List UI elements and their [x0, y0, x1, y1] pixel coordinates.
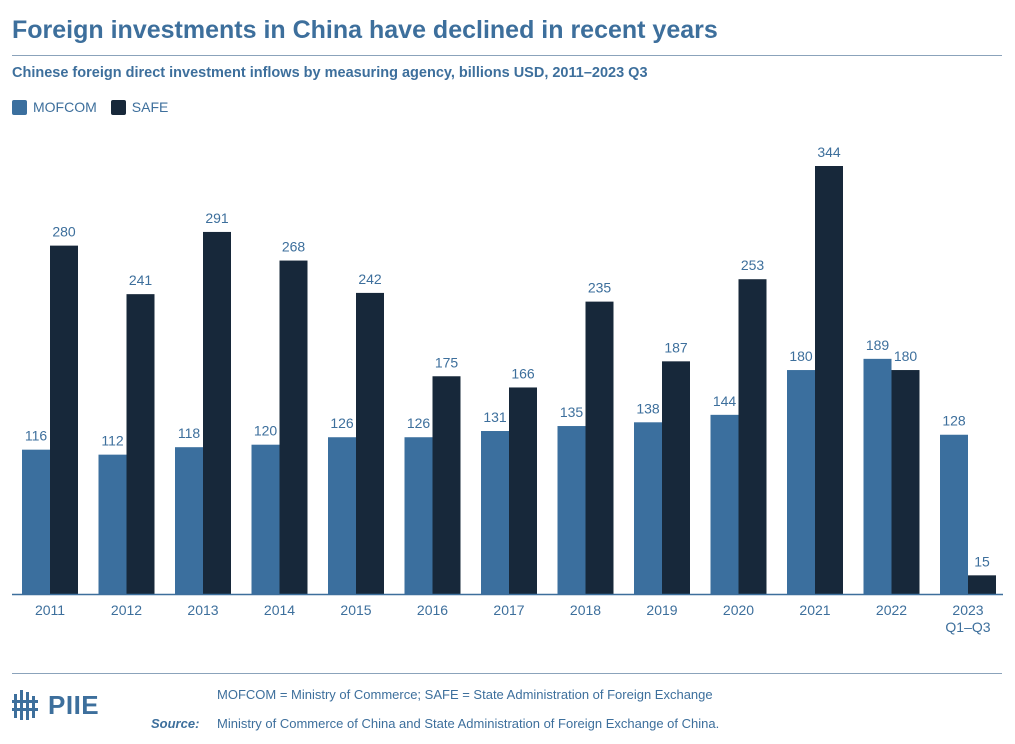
bar-mofcom-2021: [787, 370, 815, 594]
piie-logo-text: PIIE: [48, 689, 100, 720]
chart-title: Foreign investments in China have declin…: [12, 16, 718, 44]
data-label-mofcom-2018: 135: [560, 404, 584, 420]
data-label-safe-2018: 235: [588, 280, 612, 296]
bar-mofcom-2015: [328, 437, 356, 594]
bar-mofcom-2020: [710, 414, 739, 594]
data-label-safe-2020: 253: [741, 257, 765, 273]
chart-subtitle: Chinese foreign direct investment inflow…: [12, 65, 648, 81]
legend-label-safe: SAFE: [131, 99, 169, 115]
data-label-mofcom-2017: 131: [483, 409, 507, 425]
bar-safe-2019: [662, 361, 690, 594]
x-tick-label-2023: 2023: [952, 602, 983, 618]
data-label-safe-2013: 291: [205, 210, 229, 226]
data-label-mofcom-2023: 128: [942, 413, 966, 429]
legend-swatch-safe: [110, 99, 126, 115]
x-tick-label-2017: 2017: [493, 602, 524, 618]
bar-mofcom-2013: [175, 447, 203, 594]
bar-safe-2014: [279, 260, 308, 594]
bar-safe-2018: [585, 301, 614, 594]
legend-label-mofcom: MOFCOM: [33, 99, 97, 115]
title-divider: [12, 55, 1002, 56]
bar-mofcom-2018: [557, 426, 586, 594]
bar-safe-2016: [432, 376, 461, 594]
data-label-safe-2023: 15: [974, 553, 990, 569]
data-label-mofcom-2019: 138: [636, 400, 660, 416]
x-tick-label-2013: 2013: [187, 602, 218, 618]
piie-logo-icon: [12, 690, 38, 720]
data-label-safe-2014: 268: [282, 239, 306, 255]
legend: MOFCOM SAFE: [12, 99, 168, 115]
footer-note: MOFCOM = Ministry of Commerce; SAFE = St…: [217, 687, 713, 702]
bar-safe-2013: [203, 231, 231, 594]
bar-mofcom-2011: [22, 449, 50, 594]
data-label-mofcom-2020: 144: [713, 393, 737, 409]
x-tick-label-2022: 2022: [876, 602, 907, 618]
x-tick-label-2015: 2015: [340, 602, 371, 618]
source-label: Source:: [151, 716, 200, 731]
bar-safe-2011: [50, 245, 78, 594]
x-tick-label-2019: 2019: [646, 602, 677, 618]
bar-chart: 116 280 2011 112 241 2012 118 291 2013 120 268 2014…: [12, 144, 1003, 635]
x-tick-label-2021: 2021: [799, 602, 830, 618]
x-tick-label-2018: 2018: [570, 602, 601, 618]
x-tick-label-2023-line2: Q1–Q3: [945, 619, 990, 635]
bar-safe-2015: [356, 292, 384, 594]
bar-mofcom-2014: [251, 444, 280, 594]
data-label-safe-2019: 187: [664, 339, 688, 355]
data-label-safe-2016: 175: [435, 354, 459, 370]
bar-safe-2022: [891, 370, 920, 594]
data-label-safe-2022: 180: [894, 348, 918, 364]
bar-safe-2020: [738, 279, 767, 594]
source-text: Ministry of Commerce of China and State …: [217, 716, 720, 731]
piie-logo: PIIE: [12, 688, 99, 722]
data-label-mofcom-2013: 118: [178, 425, 201, 441]
data-label-mofcom-2011: 116: [25, 428, 48, 444]
bar-safe-2017: [509, 387, 537, 594]
bar-mofcom-2016: [404, 437, 433, 594]
x-tick-label-2012: 2012: [111, 602, 142, 618]
data-label-safe-2015: 242: [358, 271, 382, 287]
x-tick-label-2011: 2011: [35, 602, 65, 618]
footer-divider: [12, 673, 1002, 674]
bar-mofcom-2023: [940, 434, 968, 594]
data-label-safe-2017: 166: [511, 365, 535, 381]
legend-swatch-mofcom: [12, 99, 27, 115]
bar-safe-2012: [126, 294, 155, 594]
bar-mofcom-2019: [634, 422, 662, 594]
data-label-mofcom-2012: 112: [101, 433, 124, 449]
bar-mofcom-2012: [98, 454, 127, 594]
x-tick-label-2014: 2014: [264, 602, 295, 618]
bar-mofcom-2022: [863, 358, 892, 594]
data-label-safe-2012: 241: [129, 272, 153, 288]
bar-safe-2023: [968, 575, 996, 594]
data-label-mofcom-2014: 120: [254, 423, 278, 439]
legend-item-mofcom: MOFCOM: [12, 99, 97, 115]
legend-item-safe: SAFE: [110, 99, 169, 115]
bar-mofcom-2017: [481, 431, 509, 594]
x-tick-label-2020: 2020: [723, 602, 754, 618]
bar-safe-2021: [815, 166, 843, 594]
x-tick-label-2016: 2016: [417, 602, 448, 618]
data-label-mofcom-2016: 126: [407, 415, 431, 431]
data-label-mofcom-2022: 189: [866, 337, 890, 353]
data-label-mofcom-2015: 126: [330, 415, 354, 431]
data-label-safe-2021: 344: [817, 144, 841, 160]
data-label-safe-2011: 280: [52, 224, 76, 240]
data-label-mofcom-2021: 180: [789, 348, 813, 364]
